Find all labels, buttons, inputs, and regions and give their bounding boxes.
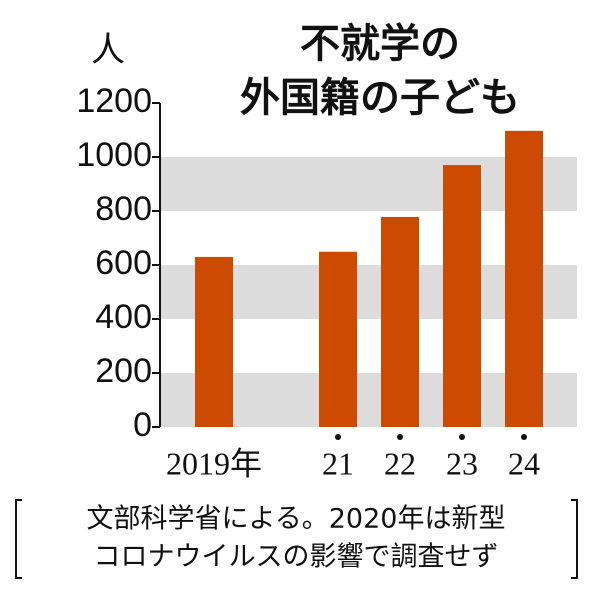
note: コロナウイルスの影響で調査せず [94,542,499,573]
y-tick-label: 200 [95,352,152,390]
y-tick-label: 400 [95,298,152,336]
bar [443,165,481,427]
chart-title: 外国籍の子ども [240,75,520,121]
y-unit: 人 [91,31,125,69]
x-tick-label: 23 [446,445,478,481]
x-tick-label: 22 [384,445,416,481]
y-tick-label: 0 [133,406,152,444]
x-tick-label: 24 [508,445,540,481]
bar [195,256,233,427]
y-tick-label: 1200 [76,82,152,120]
bar [319,251,357,427]
x-tick-label: 21 [322,445,354,481]
category-dots [335,434,527,440]
y-tick-label: 600 [95,244,152,282]
bar [381,216,419,427]
note: 文部科学省による。2020年は新型 [87,504,506,535]
chart-title: 不就学の [300,21,460,67]
x-tick-label: 2019年 [166,445,262,481]
bar [505,130,543,427]
y-tick-label: 800 [95,190,152,228]
y-tick-label: 1000 [76,136,152,174]
note-bracket [15,499,578,579]
